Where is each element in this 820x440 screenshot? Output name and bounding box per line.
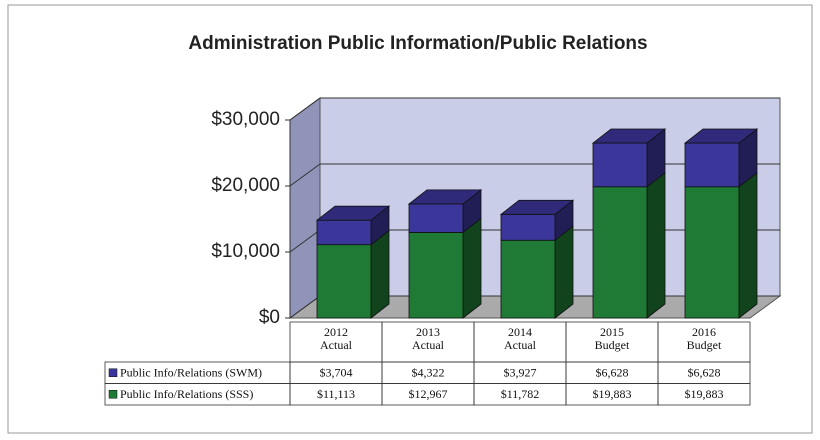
legend-label: Public Info/Relations (SWM) (120, 366, 262, 380)
bar (500, 239, 556, 319)
value-label: $3,927 (504, 366, 537, 380)
value-label: $6,628 (688, 366, 721, 380)
category-cell: 2013 Actual (412, 325, 444, 352)
chart-title: Administration Public Information/Public… (188, 33, 647, 54)
y-tick-label: $30,000 (211, 109, 280, 130)
bar-side (646, 171, 666, 319)
grid-line (289, 163, 321, 187)
bar (592, 186, 648, 319)
y-tick-label: $0 (259, 307, 280, 328)
legend-swatch (108, 368, 118, 377)
bar (684, 142, 740, 188)
bar (408, 203, 464, 233)
x-tick-label: 2012 Actual (320, 325, 352, 352)
bar-top (315, 205, 391, 221)
value-label: $12,967 (409, 387, 448, 401)
category-cell: 2016 Budget (686, 325, 722, 352)
value-label: $6,628 (596, 366, 629, 380)
legend-swatch (108, 390, 118, 399)
y-tick-label: $10,000 (211, 241, 280, 262)
value-label: $3,704 (320, 366, 353, 380)
category-cell: 2014 Actual (504, 325, 536, 352)
grid-line (289, 295, 321, 319)
category-cell: 2015 Budget (594, 325, 630, 352)
legend-label: Public Info/Relations (SSS) (120, 387, 253, 401)
bar (592, 142, 648, 188)
bar (500, 213, 556, 241)
x-tick-label: 2016 Budget (686, 325, 722, 352)
value-label: $11,782 (501, 387, 540, 401)
bar-top (591, 128, 667, 144)
bar-side (738, 171, 758, 319)
side-wall (289, 97, 321, 319)
bar-top (683, 128, 759, 144)
bar-top (499, 199, 575, 215)
bar (684, 186, 740, 319)
value-label: $11,113 (317, 387, 355, 401)
value-label: $19,883 (685, 387, 724, 401)
value-label: $4,322 (412, 366, 445, 380)
grid-line (289, 229, 321, 253)
table-cell (657, 383, 751, 406)
grid-line (289, 97, 321, 121)
bar-side (554, 225, 574, 319)
bar-side (370, 229, 390, 319)
x-tick-label: 2015 Budget (594, 325, 630, 352)
x-tick-label: 2013 Actual (412, 325, 444, 352)
value-label: $19,883 (593, 387, 632, 401)
bar (408, 232, 464, 319)
bar (316, 244, 372, 319)
x-tick-label: 2014 Actual (504, 325, 536, 352)
bar-top (407, 189, 483, 205)
y-tick-label: $20,000 (211, 175, 280, 196)
bar-side (462, 217, 482, 319)
category-cell: 2012 Actual (320, 325, 352, 352)
bar (316, 219, 372, 246)
